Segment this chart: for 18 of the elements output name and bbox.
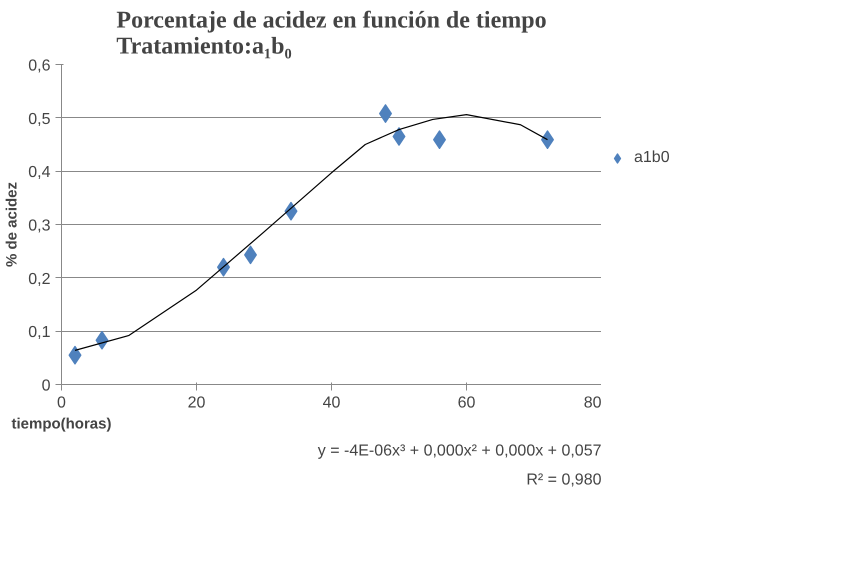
text: R² = 0,980 — [526, 472, 602, 488]
y-tick-label: 0,3 — [28, 218, 51, 234]
y-tick-label: 0,4 — [28, 164, 51, 182]
chart-title: Porcentaje de acidez en función de tiempo Tratamiento:a₁b₀ — [116, 8, 547, 60]
y-axis-title: % de acidez — [3, 182, 20, 268]
x-axis-title: tiempo(horas) — [12, 416, 112, 432]
y-tick-label: 0,2 — [28, 270, 51, 288]
y-tick-label: 0,5 — [28, 110, 51, 128]
x-tick-label: 0 — [57, 394, 66, 412]
y-tick-label: 0 — [42, 378, 51, 394]
y-tick-label: 0,1 — [28, 324, 51, 342]
x-tick-label: 80 — [584, 394, 602, 412]
x-tick-label: 40 — [322, 394, 340, 412]
x-tick-label: 20 — [188, 394, 206, 412]
legend-label: a1b0 — [634, 148, 670, 166]
y-tick-label: 0,6 — [28, 58, 51, 74]
text: y = -4E-06x³ + 0,000x² + 0,000x + 0,057 — [318, 442, 602, 460]
x-tick-label: 60 — [458, 394, 476, 412]
